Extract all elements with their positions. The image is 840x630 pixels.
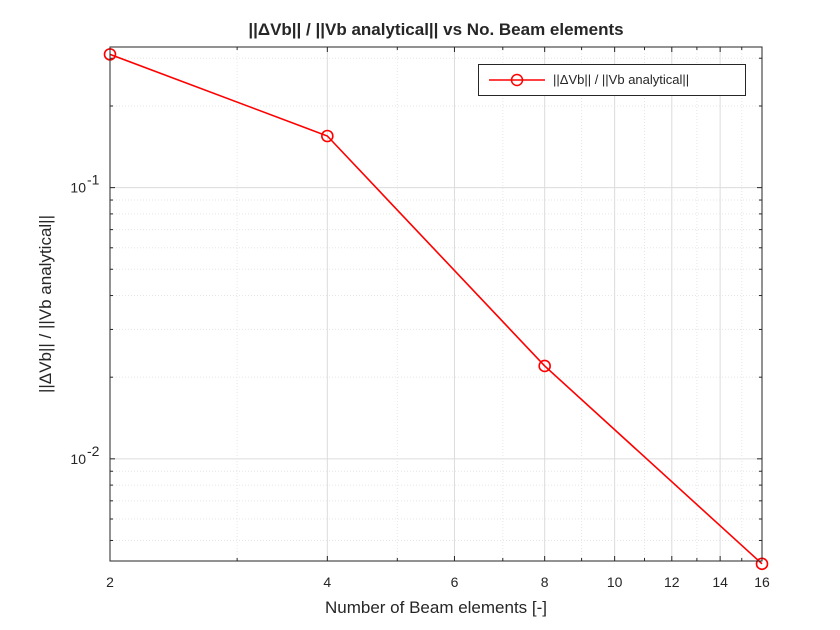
- y-tick-label: 10: [70, 451, 86, 467]
- legend: ||ΔVb|| / ||Vb analytical||: [478, 64, 746, 96]
- x-tick-label: 4: [323, 574, 331, 590]
- x-tick-label: 16: [754, 574, 770, 590]
- legend-marker: [489, 73, 545, 87]
- data-point-marker: [538, 359, 551, 373]
- x-tick-label: 12: [664, 574, 680, 590]
- x-tick-label: 2: [106, 574, 114, 590]
- legend-label: ||ΔVb|| / ||Vb analytical||: [553, 72, 690, 87]
- series-line: [109, 53, 763, 565]
- axes-background: [110, 47, 762, 561]
- x-axis-label: Number of Beam elements [-]: [324, 598, 548, 617]
- chart-title: ||ΔVb|| / ||Vb analytical|| vs No. Beam …: [248, 20, 624, 39]
- x-tick-label: 14: [712, 574, 728, 590]
- x-tick-label: 10: [607, 574, 623, 590]
- y-tick-label: 10: [70, 180, 86, 196]
- axes-box: [109, 46, 763, 562]
- y-tick-label-exponent: -2: [87, 443, 100, 459]
- y-tick-label-exponent: -1: [87, 172, 100, 188]
- x-tick-label: 6: [451, 574, 459, 590]
- data-point-marker: [321, 129, 334, 143]
- y-axis-label: ||ΔVb|| / ||Vb analytical||: [36, 214, 55, 394]
- x-tick-label: 8: [541, 574, 549, 590]
- data-series: [103, 48, 769, 571]
